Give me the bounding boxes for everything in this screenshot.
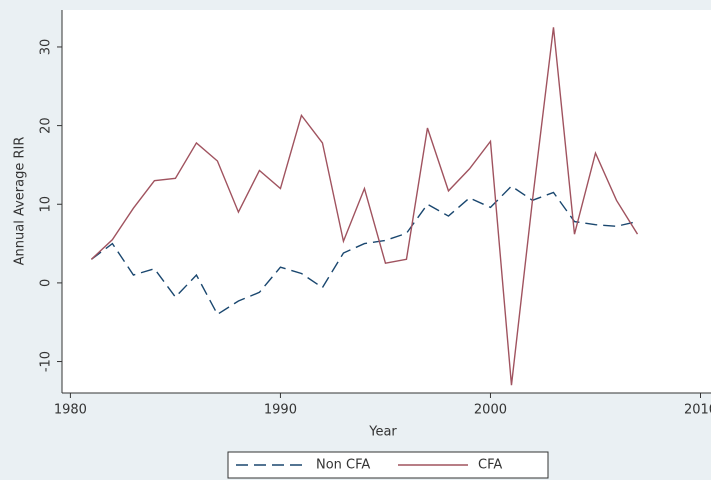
y-tick-label: 20 [39,117,54,134]
x-tick-label: 1980 [54,403,87,418]
series-line [90,185,638,316]
x-tick-label: 2010 [684,403,711,418]
x-tick-label: 2000 [474,403,507,418]
x-axis-title: Year [368,425,397,440]
y-tick-label: 10 [39,196,54,213]
series-line [90,27,639,386]
y-tick-label: -10 [39,351,54,372]
y-tick-label: 30 [39,39,54,56]
y-tick-label: 0 [39,279,54,287]
legend-label: Non CFA [316,458,370,473]
plot-area [62,10,711,393]
y-axis-title: Annual Average RIR [13,137,28,266]
legend-label: CFA [478,458,502,473]
x-tick-label: 1990 [264,403,297,418]
